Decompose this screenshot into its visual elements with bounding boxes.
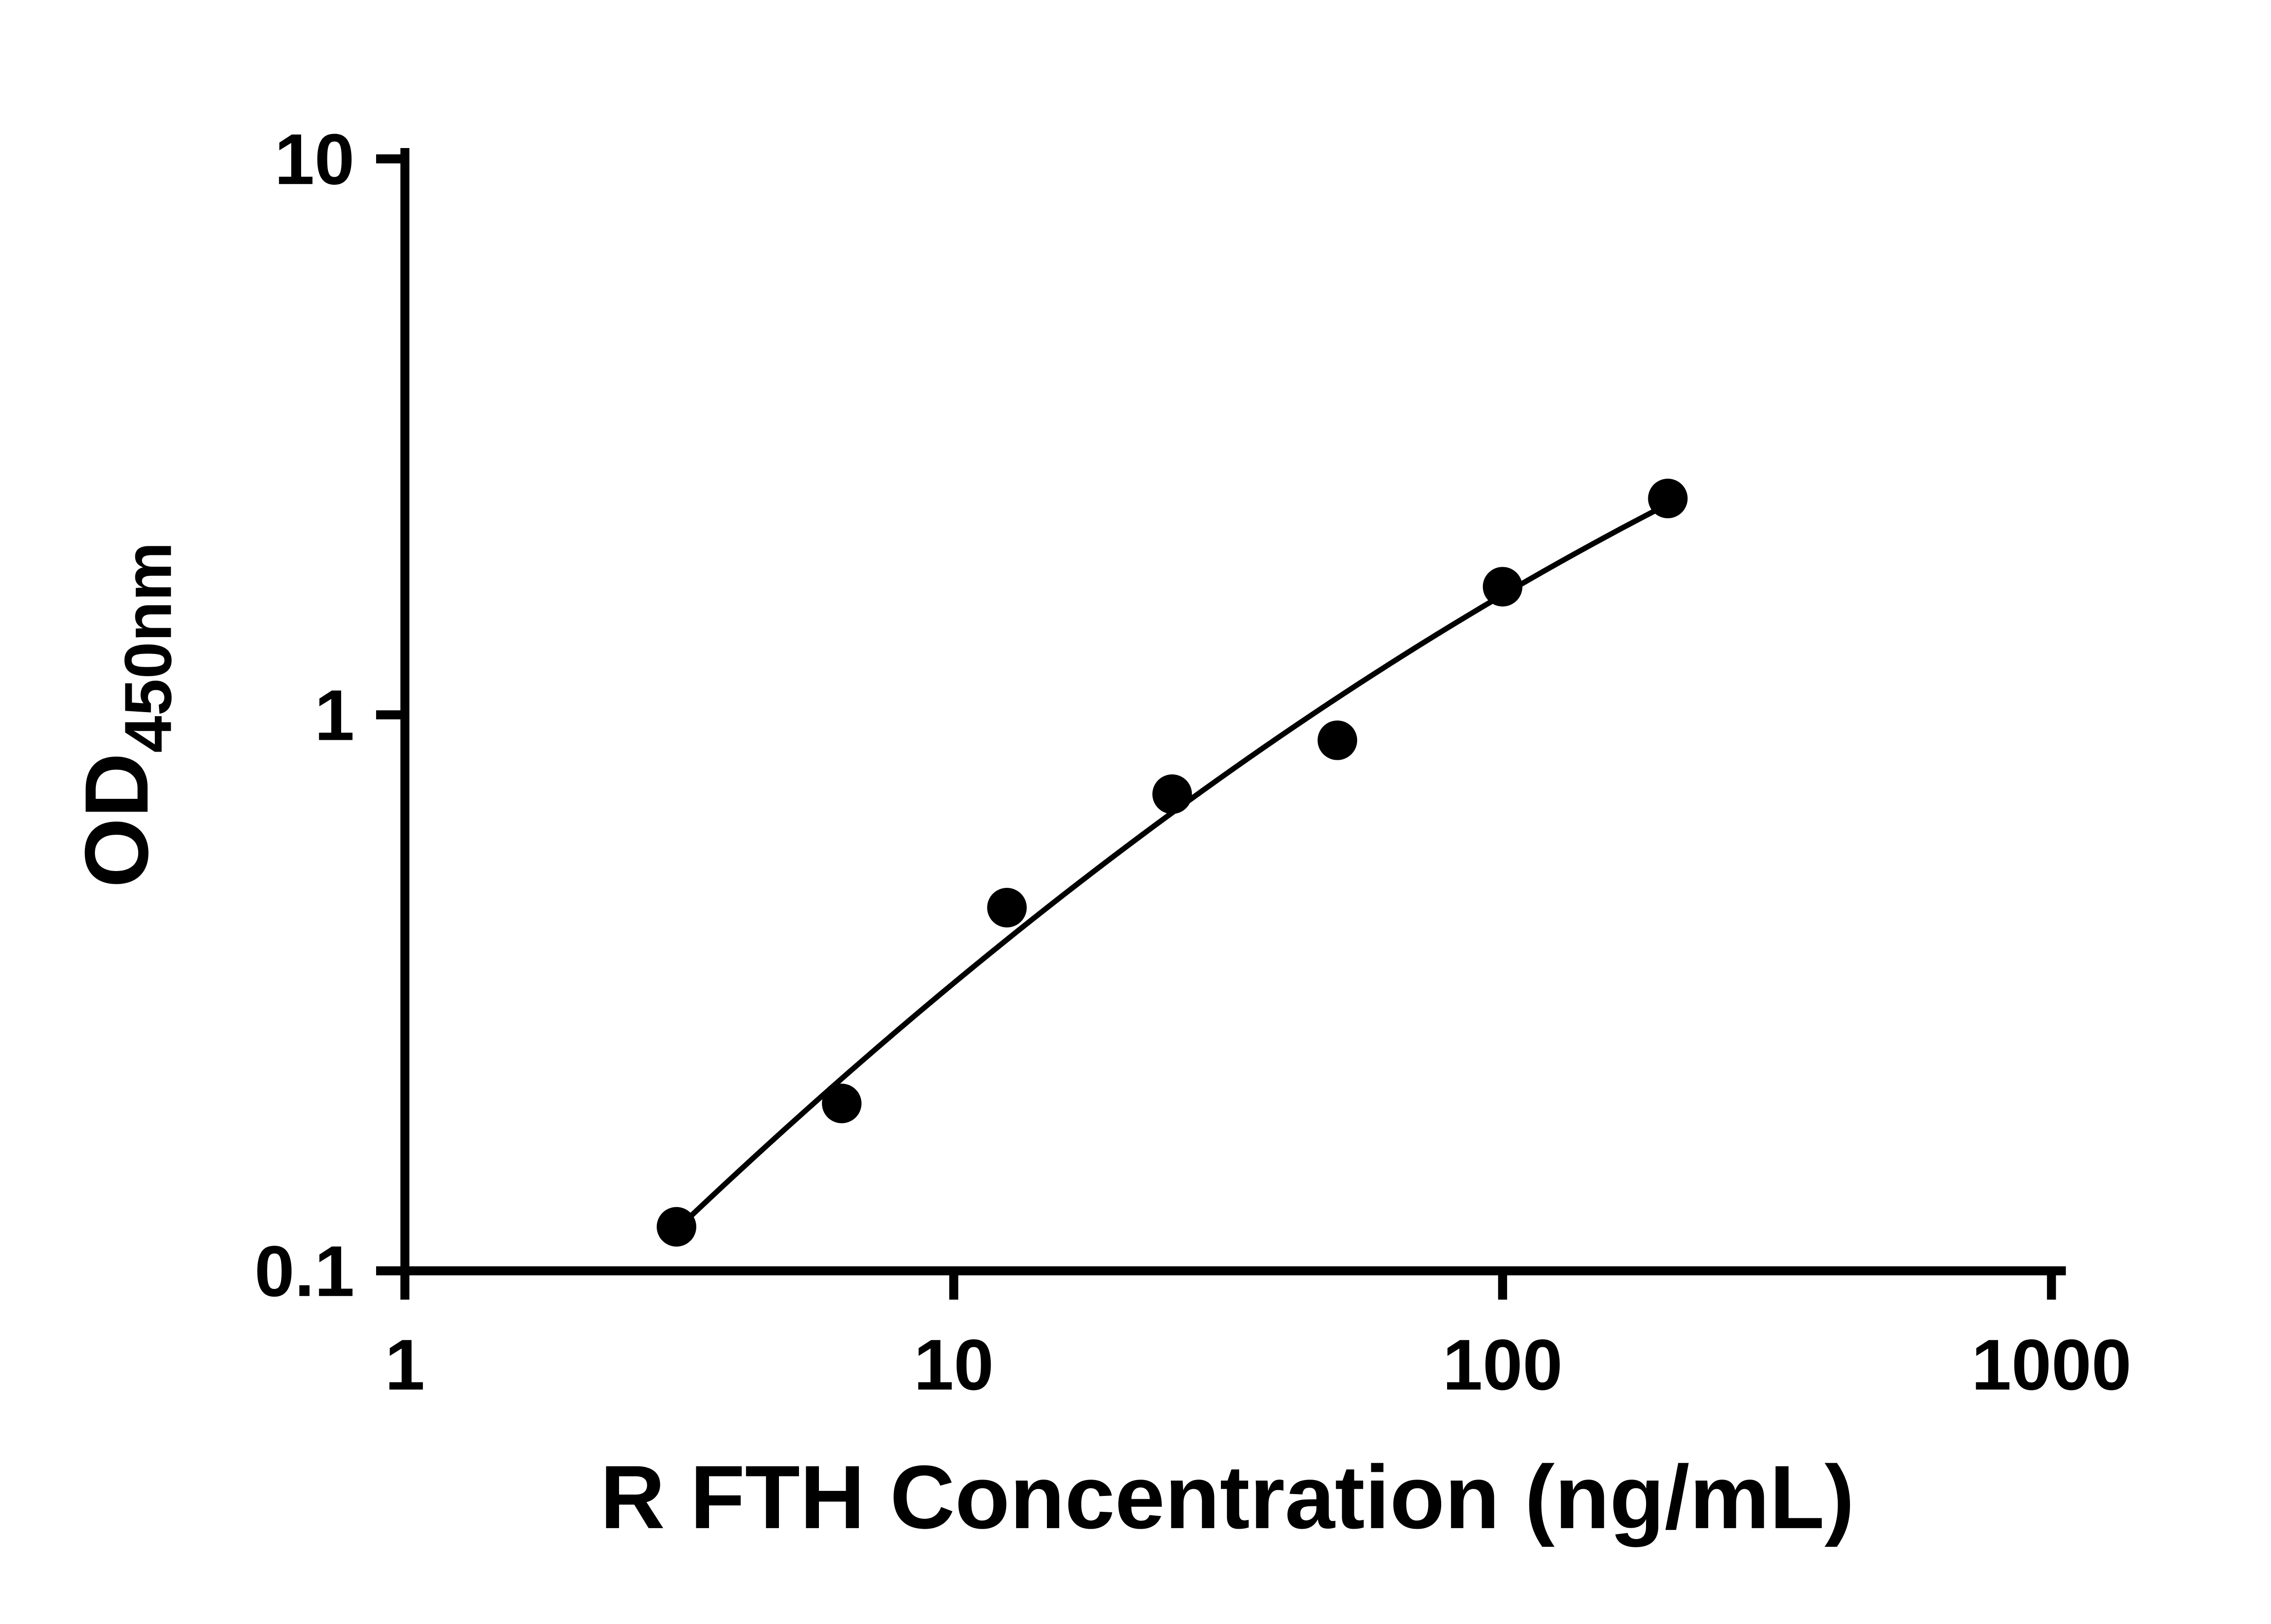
y-axis-title: OD450nm <box>66 542 186 888</box>
fit-curve <box>674 501 1671 1233</box>
data-point <box>822 1084 862 1124</box>
data-point <box>1317 720 1358 760</box>
data-point <box>987 888 1027 928</box>
x-axis-tick-label: 1 <box>385 1325 425 1405</box>
y-axis-title-main: OD <box>66 753 167 888</box>
plot-region: 1 10 100 1000 0.1 1 10 <box>254 119 2132 1405</box>
x-axis-tick-label: 1000 <box>1971 1325 2132 1405</box>
x-axis-tick-label: 10 <box>914 1325 994 1405</box>
data-point <box>1648 479 1688 519</box>
y-axis-tick-label: 10 <box>274 119 354 199</box>
y-axis-tick-label: 1 <box>314 675 354 756</box>
data-point <box>1483 567 1522 607</box>
data-point <box>1152 774 1192 814</box>
x-axis-title: R FTH Concentration (ng/mL) <box>600 1447 1854 1547</box>
x-axis-tick-label: 100 <box>1443 1325 1562 1405</box>
y-axis-title-subscript: 450nm <box>111 542 185 753</box>
data-point <box>656 1207 697 1247</box>
y-axis-tick-label: 0.1 <box>254 1231 354 1312</box>
